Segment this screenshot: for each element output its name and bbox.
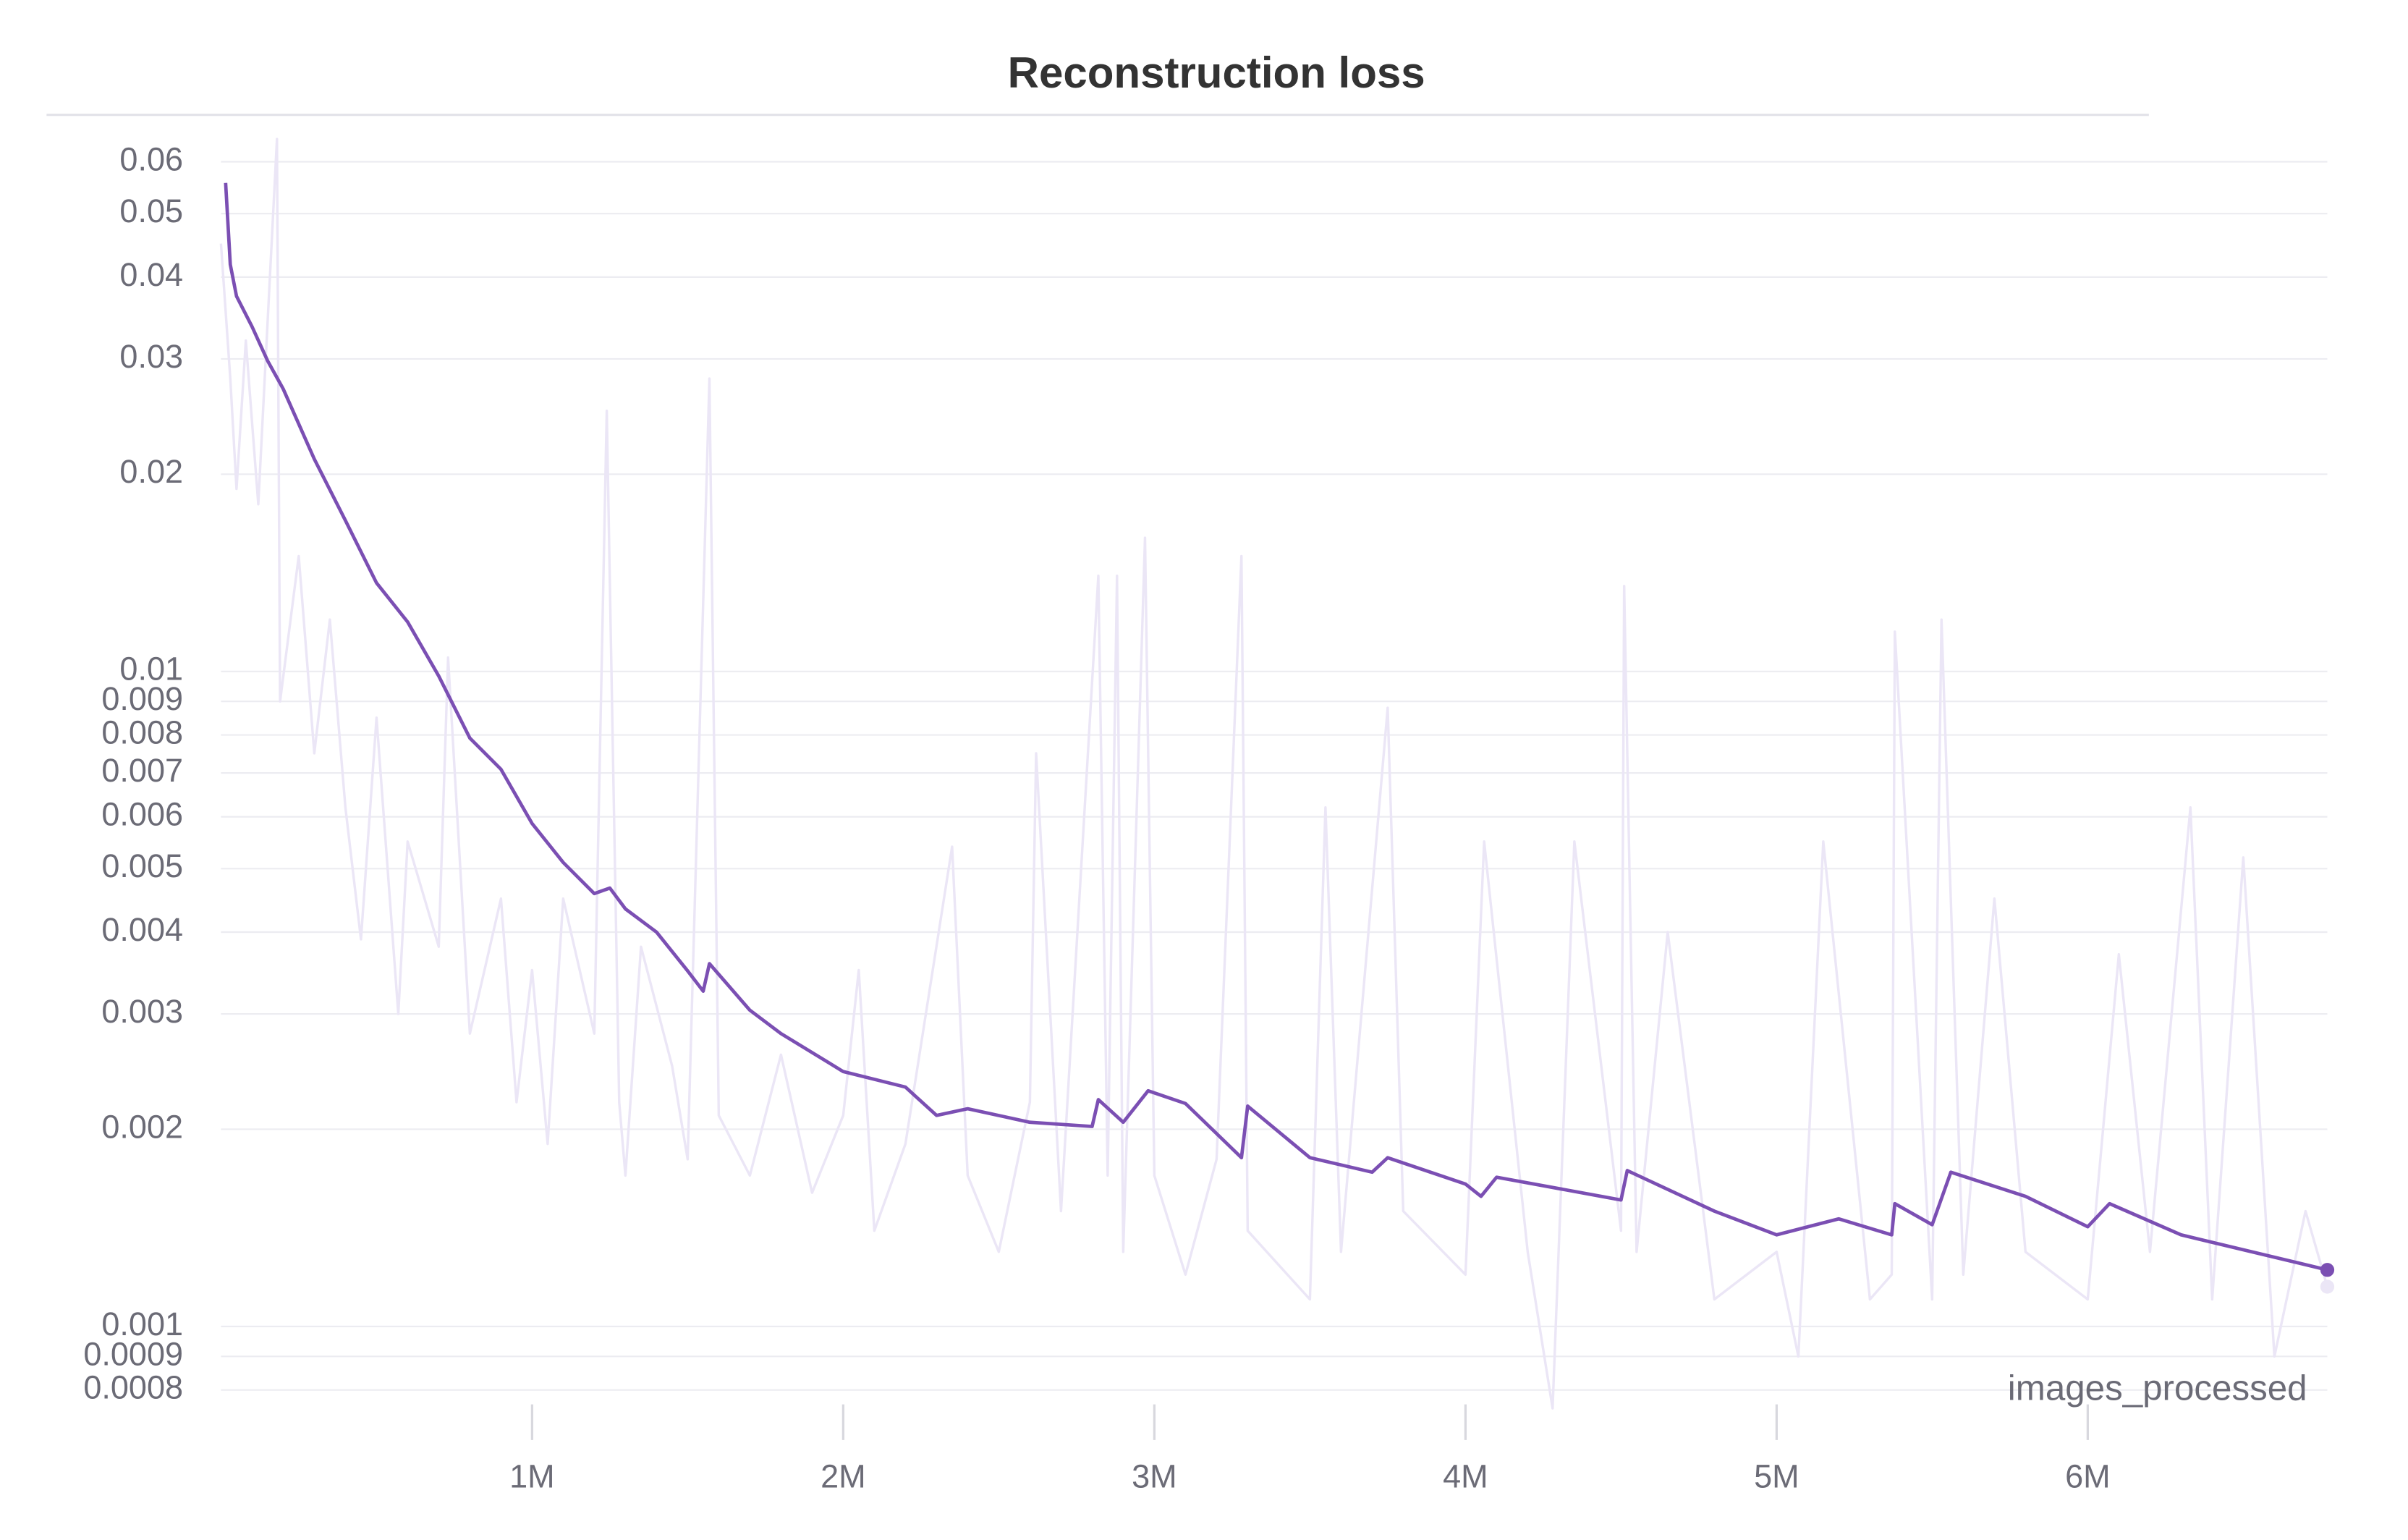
y-tick-label: 0.03 (119, 338, 183, 375)
plot (219, 138, 2335, 1410)
y-tick-label: 0.002 (101, 1108, 183, 1145)
y-tick-label: 0.006 (101, 796, 183, 833)
y-tick-label: 0.04 (119, 256, 183, 293)
x-tick-label: 6M (2065, 1458, 2111, 1494)
x-tick-label: 1M (509, 1458, 555, 1494)
chart-title: Reconstruction loss (1008, 48, 1425, 97)
y-tick-label: 0.008 (101, 714, 183, 750)
y-tick-label: 0.05 (119, 192, 183, 229)
y-tick-label: 0.0009 (83, 1335, 183, 1372)
y-tick-label: 0.06 (119, 140, 183, 177)
y-tick-label: 0.001 (101, 1306, 183, 1342)
y-tick-label: 0.0008 (83, 1369, 183, 1406)
end-point (2320, 1263, 2335, 1277)
y-tick-label: 0.004 (101, 911, 183, 948)
raw-line (219, 138, 2329, 1410)
smoothed-line (224, 182, 2328, 1272)
y-tick-label: 0.007 (101, 752, 183, 789)
x-tick-label: 5M (1754, 1458, 1799, 1494)
x-axis-label: images_processed (2008, 1368, 2307, 1408)
y-tick-label: 0.005 (101, 847, 183, 884)
y-tick-label: 0.009 (101, 680, 183, 717)
x-tick-label: 2M (821, 1458, 866, 1494)
y-tick-label: 0.003 (101, 993, 183, 1030)
y-tick-label: 0.01 (119, 651, 183, 688)
end-point (2320, 1279, 2335, 1294)
x-tick-label: 4M (1443, 1458, 1488, 1494)
y-tick-label: 0.02 (119, 453, 183, 490)
x-tick-label: 3M (1132, 1458, 1177, 1494)
